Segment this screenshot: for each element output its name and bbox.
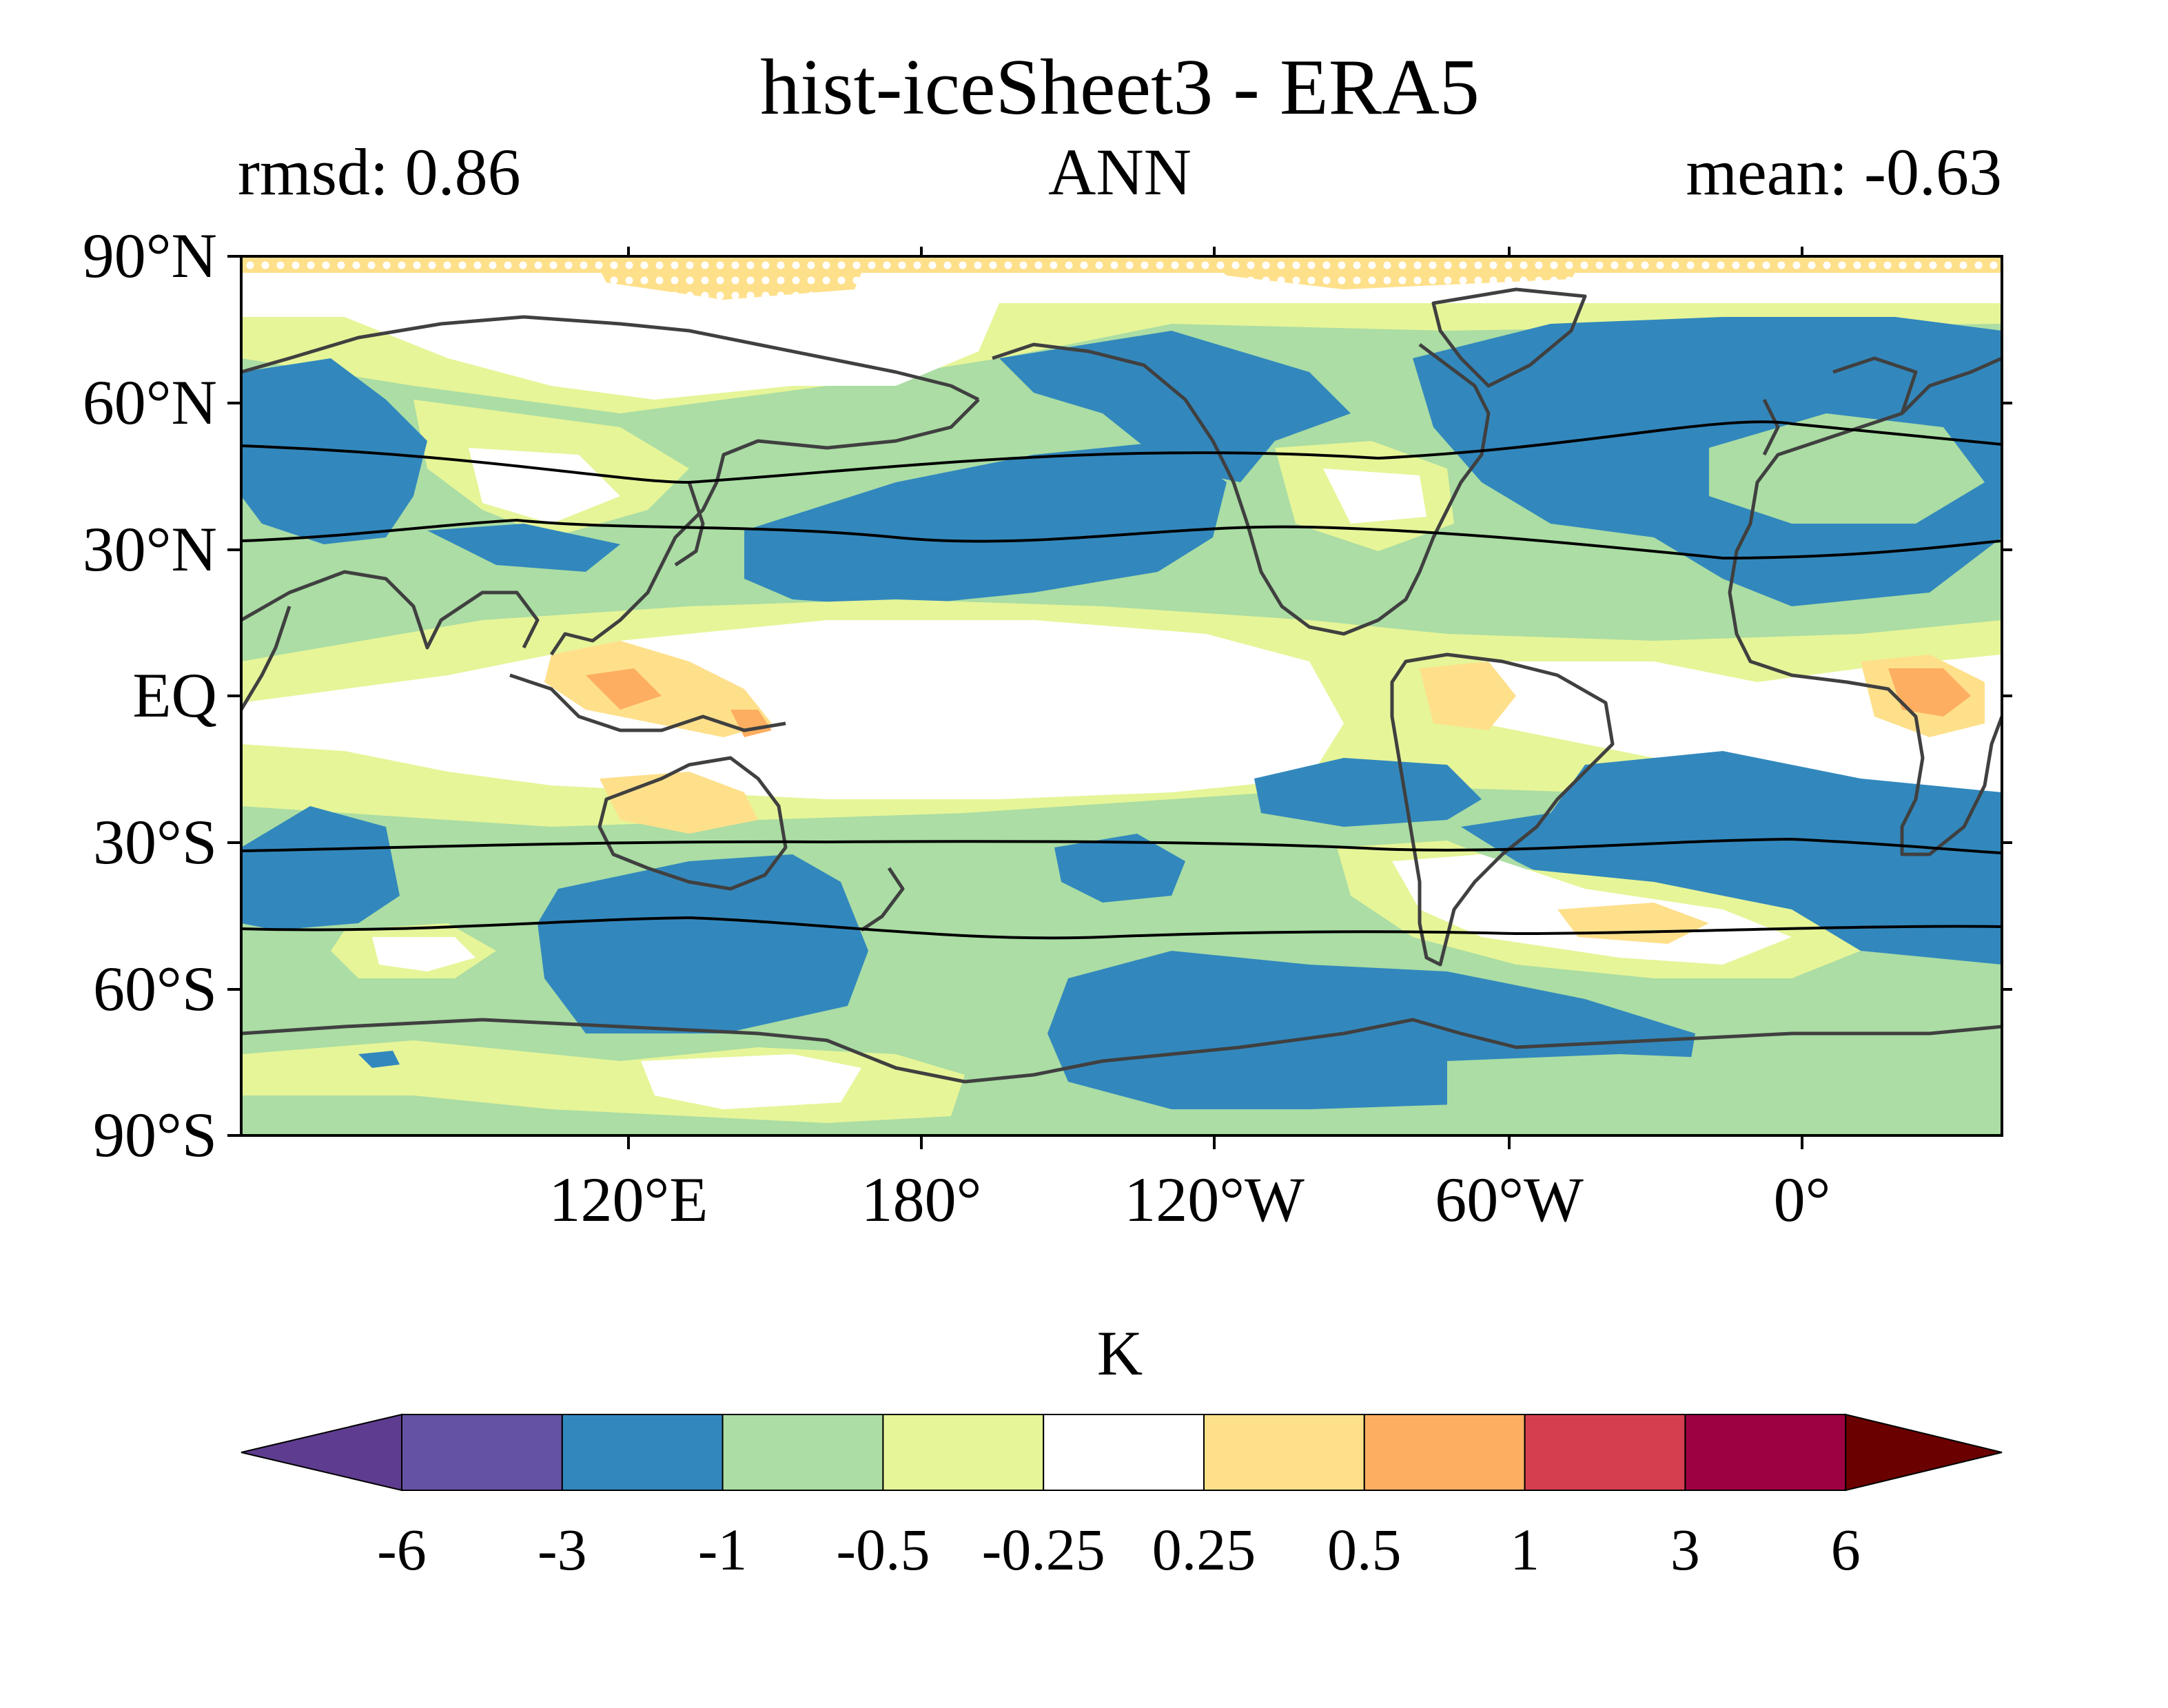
colorbar-swatch <box>561 1414 724 1491</box>
rmsd-label: rmsd: 0.86 <box>238 135 521 209</box>
lat-label-90s: 90°S <box>93 1100 217 1170</box>
colorbar-swatch <box>401 1414 563 1491</box>
colorbar-swatch <box>1363 1414 1526 1491</box>
colorbar-swatch <box>1203 1414 1365 1491</box>
colorbar-swatch <box>1684 1414 1847 1491</box>
colorbar-level-label: -1 <box>698 1516 748 1583</box>
colorbar-level-label: -6 <box>377 1516 427 1583</box>
colorbar-extend-low <box>241 1413 402 1492</box>
colorbar-level-label: 6 <box>1831 1516 1861 1583</box>
colorbar-level-label: 3 <box>1670 1516 1700 1583</box>
colorbar-swatch <box>1524 1414 1686 1491</box>
colorbar-swatch <box>1043 1414 1205 1491</box>
lon-label-0: 0° <box>1774 1164 1831 1235</box>
lat-label-60n: 60°N <box>83 367 217 438</box>
season-label: ANN <box>1048 135 1192 209</box>
colorbar-swatch <box>882 1414 1045 1491</box>
colorbar-level-label: 1 <box>1510 1516 1540 1583</box>
colorbar-unit: K <box>1097 1318 1143 1388</box>
figure-title: hist-iceSheet3 - ERA5 <box>760 43 1480 132</box>
lat-label-30s: 30°S <box>93 807 217 877</box>
map-ticks <box>227 247 2012 1149</box>
lat-label-30n: 30°N <box>83 514 217 584</box>
colorbar-level-label: -0.25 <box>982 1516 1105 1583</box>
colorbar <box>241 1413 2003 1492</box>
colorbar-labels: -6 -3 -1 -0.5 -0.25 0.25 0.5 1 3 6 <box>377 1516 1861 1583</box>
colorbar-level-label: -0.5 <box>836 1516 930 1583</box>
lon-labels: 120°E 180° 120°W 60°W 0° <box>549 1164 1831 1235</box>
colorbar-level-label: 0.25 <box>1152 1516 1256 1583</box>
colorbar-swatch <box>722 1414 884 1491</box>
colorbar-extend-high <box>1845 1413 2003 1492</box>
lon-label-180: 180° <box>861 1164 982 1235</box>
lon-label-120e: 120°E <box>549 1164 708 1235</box>
colorbar-level-label: 0.5 <box>1327 1516 1402 1583</box>
jet-contours <box>241 420 2002 940</box>
lat-label-60s: 60°S <box>93 954 217 1024</box>
lon-label-120w: 120°W <box>1124 1164 1305 1235</box>
map-field <box>241 256 2002 1135</box>
lat-labels: 90°N 60°N 30°N EQ 30°S 60°S 90°S <box>83 220 217 1170</box>
mean-label: mean: -0.63 <box>1686 135 2002 209</box>
lon-label-60w: 60°W <box>1435 1164 1584 1235</box>
lat-label-90n: 90°N <box>83 220 217 291</box>
lat-label-eq: EQ <box>132 660 217 730</box>
colorbar-level-label: -3 <box>538 1516 587 1583</box>
